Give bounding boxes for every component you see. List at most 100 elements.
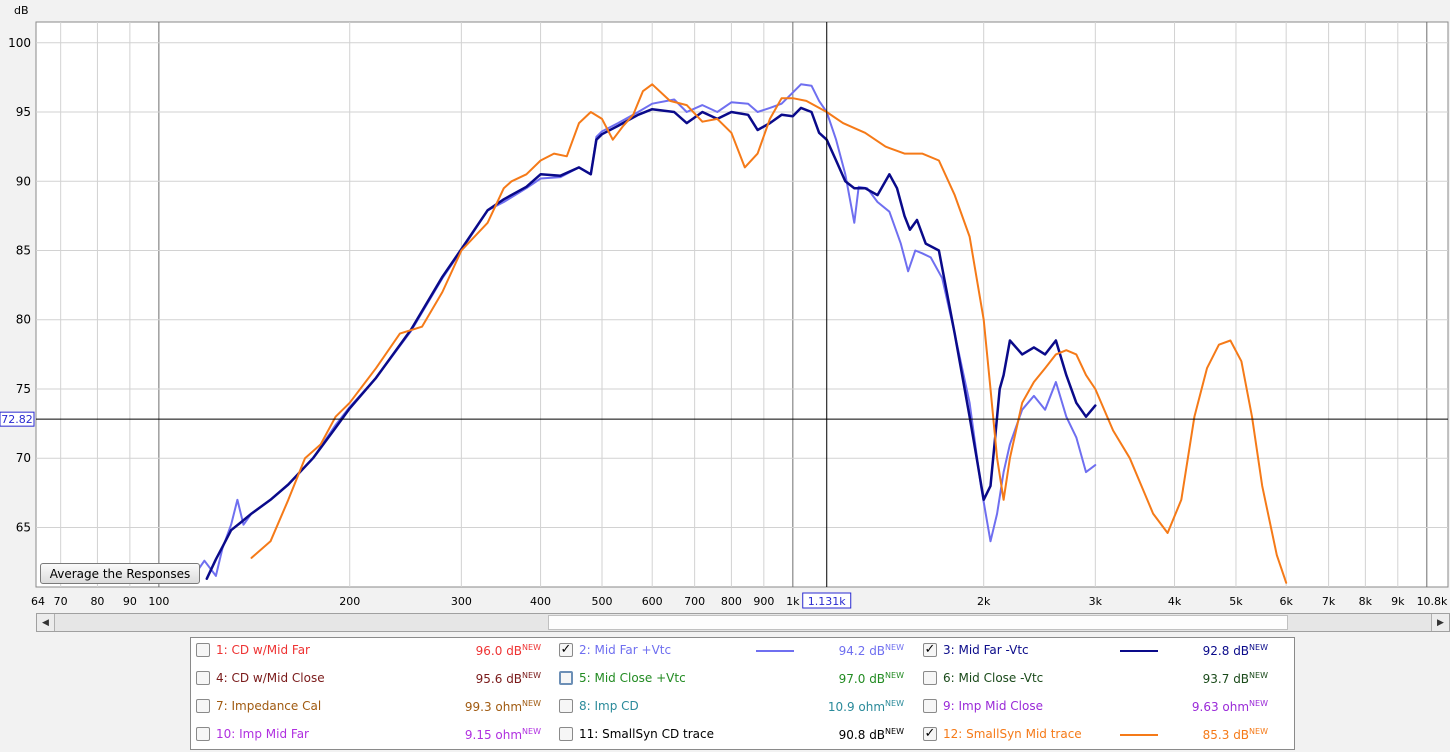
legend-value: 99.3 ohmNEW	[391, 699, 541, 714]
legend-item[interactable]: ✓ 2: Mid Far +Vtc 94.2 dBNEW	[559, 638, 919, 664]
legend-item[interactable]: 9: Imp Mid Close 9.63 ohmNEW	[923, 694, 1283, 720]
legend-new-badge: NEW	[885, 643, 904, 652]
legend-checkbox[interactable]	[923, 699, 937, 713]
legend-checkbox[interactable]: ✓	[559, 642, 573, 657]
legend-checkbox[interactable]	[559, 727, 573, 741]
legend-value: 9.15 ohmNEW	[391, 727, 541, 742]
legend-item[interactable]: 6: Mid Close -Vtc 93.7 dBNEW	[923, 666, 1283, 692]
legend-value: 92.8 dBNEW	[1118, 643, 1268, 658]
x-tick-label: 4k	[1168, 595, 1182, 608]
legend-checkbox[interactable]	[196, 727, 210, 741]
scroll-right-icon[interactable]: ▶	[1431, 614, 1449, 631]
legend-new-badge: NEW	[1249, 643, 1268, 652]
legend-new-badge: NEW	[885, 699, 904, 708]
x-tick-label: 5k	[1229, 595, 1243, 608]
legend-label: 5: Mid Close +Vtc	[579, 671, 686, 685]
x-tick-label: 900	[753, 595, 774, 608]
legend-value: 85.3 dBNEW	[1118, 727, 1268, 742]
legend-label: 8: Imp CD	[579, 699, 639, 713]
legend-item[interactable]: 1: CD w/Mid Far 96.0 dBNEW	[196, 638, 556, 664]
x-tick-label: 6k	[1279, 595, 1293, 608]
series-line	[205, 106, 1097, 580]
legend-new-badge: NEW	[885, 671, 904, 680]
legend-checkbox[interactable]: ✓	[923, 726, 937, 741]
legend-value-text: 96.0 dB	[475, 644, 523, 658]
cursor-y-value: 72.82	[1, 413, 33, 426]
legend-value: 90.8 dBNEW	[754, 727, 904, 742]
legend-label: 1: CD w/Mid Far	[216, 643, 310, 657]
legend-label: 9: Imp Mid Close	[943, 699, 1043, 713]
cursor-x-box	[802, 592, 852, 609]
legend-item[interactable]: 4: CD w/Mid Close 95.6 dBNEW	[196, 666, 556, 692]
horizontal-scrollbar[interactable]: ◀ ▶	[36, 613, 1450, 632]
legend-value: 94.2 dBNEW	[754, 643, 904, 658]
legend-new-badge: NEW	[522, 699, 541, 708]
legend-label: 4: CD w/Mid Close	[216, 671, 325, 685]
y-tick-label: 100	[8, 36, 31, 50]
legend-item[interactable]: 7: Impedance Cal 99.3 ohmNEW	[196, 694, 556, 720]
legend-value-text: 9.15 ohm	[464, 728, 523, 742]
legend-value: 96.0 dBNEW	[391, 643, 541, 658]
legend-item[interactable]: 10: Imp Mid Far 9.15 ohmNEW	[196, 722, 556, 748]
legend-item[interactable]: 8: Imp CD 10.9 ohmNEW	[559, 694, 919, 720]
legend-value: 10.9 ohmNEW	[754, 699, 904, 714]
y-axis-unit-label: dB	[14, 4, 29, 17]
x-tick-label: 400	[530, 595, 551, 608]
legend-label: 2: Mid Far +Vtc	[579, 643, 672, 657]
legend-value-text: 85.3 dB	[1202, 728, 1250, 742]
x-tick-label: 70	[54, 595, 68, 608]
legend-checkbox[interactable]	[923, 671, 937, 685]
y-tick-label: 75	[16, 382, 31, 396]
x-tick-label: 90	[123, 595, 137, 608]
average-responses-button[interactable]: Average the Responses	[40, 563, 200, 584]
legend-value-text: 95.6 dB	[475, 672, 523, 686]
legend-new-badge: NEW	[1249, 727, 1268, 736]
scrollbar-thumb[interactable]	[548, 615, 1288, 630]
legend-checkbox[interactable]	[196, 699, 210, 713]
legend-item[interactable]: ✓ 3: Mid Far -Vtc 92.8 dBNEW	[923, 638, 1283, 664]
frequency-response-chart[interactable]: 65 70 75 80 85 90 95 100 64 70 80 90 100 200 300 400 500…	[0, 0, 1450, 612]
legend-value-text: 9.63 ohm	[1191, 700, 1250, 714]
legend-value-text: 99.3 ohm	[464, 700, 523, 714]
legend-checkbox[interactable]: ✓	[923, 642, 937, 657]
y-tick-label: 85	[16, 243, 31, 257]
legend-new-badge: NEW	[522, 643, 541, 652]
legend-new-badge: NEW	[1249, 699, 1268, 708]
measurement-legend: 1: CD w/Mid Far 96.0 dBNEW ✓ 2: Mid Far +Vt…	[190, 637, 1295, 750]
legend-label: 12: SmallSyn Mid trace	[943, 727, 1082, 741]
legend-value-text: 10.9 ohm	[827, 700, 886, 714]
legend-value: 9.63 ohmNEW	[1118, 699, 1268, 714]
legend-item[interactable]: 11: SmallSyn CD trace 90.8 dBNEW	[559, 722, 919, 748]
legend-item[interactable]: ✓ 12: SmallSyn Mid trace 85.3 dBNEW	[923, 722, 1283, 748]
y-tick-label: 95	[16, 105, 31, 119]
y-tick-label: 70	[16, 451, 31, 465]
y-tick-label: 90	[16, 174, 31, 188]
legend-checkbox[interactable]	[196, 643, 210, 657]
x-tick-label: 10.8k	[1417, 595, 1448, 608]
scroll-left-icon[interactable]: ◀	[37, 614, 55, 631]
legend-label: 3: Mid Far -Vtc	[943, 643, 1029, 657]
cursor-y-box	[0, 411, 35, 427]
legend-new-badge: NEW	[885, 727, 904, 736]
legend-checkbox[interactable]	[196, 671, 210, 685]
x-tick-label: 8k	[1359, 595, 1373, 608]
legend-value: 97.0 dBNEW	[754, 671, 904, 686]
x-tick-label: 800	[721, 595, 742, 608]
legend-checkbox[interactable]	[559, 671, 573, 685]
legend-swatch	[1120, 734, 1158, 736]
legend-value-text: 93.7 dB	[1202, 672, 1250, 686]
legend-value: 95.6 dBNEW	[391, 671, 541, 686]
cursor-x-value: 1.131k	[808, 595, 846, 608]
legend-value-text: 90.8 dB	[838, 728, 886, 742]
x-tick-label: 500	[591, 595, 612, 608]
legend-item[interactable]: 5: Mid Close +Vtc 97.0 dBNEW	[559, 666, 919, 692]
x-tick-label: 80	[90, 595, 104, 608]
x-tick-label: 64	[31, 595, 45, 608]
legend-label: 6: Mid Close -Vtc	[943, 671, 1044, 685]
x-tick-label: 2k	[977, 595, 991, 608]
legend-checkbox[interactable]	[559, 699, 573, 713]
x-tick-label: 3k	[1089, 595, 1103, 608]
legend-new-badge: NEW	[522, 671, 541, 680]
legend-value-text: 97.0 dB	[838, 672, 886, 686]
